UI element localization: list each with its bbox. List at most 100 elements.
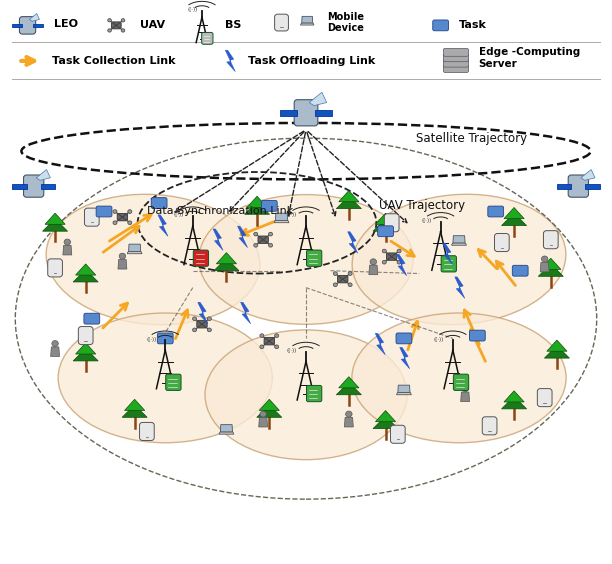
Polygon shape	[41, 183, 55, 189]
FancyBboxPatch shape	[193, 250, 209, 266]
Circle shape	[193, 328, 196, 332]
Polygon shape	[300, 23, 314, 25]
Circle shape	[108, 29, 111, 32]
Polygon shape	[400, 347, 410, 369]
Polygon shape	[122, 405, 147, 417]
Text: BS: BS	[225, 20, 242, 30]
Text: ((·)): ((·))	[434, 337, 444, 342]
Circle shape	[260, 411, 266, 417]
FancyBboxPatch shape	[202, 32, 213, 45]
Ellipse shape	[58, 313, 272, 443]
Circle shape	[121, 19, 125, 22]
Polygon shape	[502, 213, 526, 226]
FancyBboxPatch shape	[443, 59, 469, 67]
Circle shape	[128, 221, 132, 224]
FancyBboxPatch shape	[390, 425, 405, 443]
Text: ((·)): ((·))	[174, 213, 184, 218]
FancyBboxPatch shape	[151, 197, 167, 209]
Text: Data Synchronization Link: Data Synchronization Link	[147, 206, 293, 217]
Text: UAV: UAV	[140, 20, 165, 30]
Polygon shape	[12, 183, 26, 189]
FancyBboxPatch shape	[48, 259, 62, 277]
FancyBboxPatch shape	[443, 49, 469, 56]
Polygon shape	[502, 396, 526, 409]
Polygon shape	[245, 202, 269, 214]
Circle shape	[260, 345, 264, 349]
Circle shape	[113, 221, 117, 224]
Text: Edge -Computing
Server: Edge -Computing Server	[479, 47, 580, 69]
Text: ((·)): ((·))	[146, 337, 157, 342]
Circle shape	[382, 261, 386, 264]
Circle shape	[348, 283, 352, 287]
Polygon shape	[337, 382, 361, 395]
FancyBboxPatch shape	[453, 374, 469, 390]
Polygon shape	[547, 340, 567, 351]
Circle shape	[346, 411, 352, 417]
Polygon shape	[373, 416, 398, 429]
FancyBboxPatch shape	[307, 250, 322, 266]
Polygon shape	[376, 411, 395, 422]
Polygon shape	[339, 377, 359, 388]
Polygon shape	[219, 432, 234, 434]
Polygon shape	[541, 258, 561, 270]
FancyBboxPatch shape	[96, 206, 112, 217]
FancyBboxPatch shape	[197, 320, 207, 328]
Polygon shape	[557, 183, 571, 189]
FancyBboxPatch shape	[23, 175, 44, 197]
FancyBboxPatch shape	[433, 20, 449, 31]
Text: LEO: LEO	[54, 19, 78, 29]
Circle shape	[397, 261, 401, 264]
Text: Task Collection Link: Task Collection Link	[52, 56, 176, 66]
FancyBboxPatch shape	[443, 65, 469, 73]
Circle shape	[193, 317, 196, 320]
Polygon shape	[345, 417, 353, 427]
Circle shape	[121, 29, 125, 32]
Circle shape	[52, 341, 58, 346]
FancyBboxPatch shape	[543, 231, 558, 249]
FancyBboxPatch shape	[387, 253, 397, 261]
Text: UAV Trajectory: UAV Trajectory	[379, 199, 466, 213]
Circle shape	[254, 232, 258, 236]
Circle shape	[254, 244, 258, 247]
Polygon shape	[259, 399, 279, 411]
Polygon shape	[369, 265, 378, 275]
FancyBboxPatch shape	[469, 330, 485, 341]
FancyBboxPatch shape	[157, 333, 173, 344]
Polygon shape	[129, 244, 141, 252]
Polygon shape	[397, 254, 406, 276]
Circle shape	[113, 210, 117, 213]
Polygon shape	[73, 349, 98, 361]
Text: Mobile
Device: Mobile Device	[327, 12, 364, 33]
Polygon shape	[540, 262, 549, 272]
Circle shape	[348, 272, 352, 275]
FancyBboxPatch shape	[537, 389, 552, 407]
FancyBboxPatch shape	[338, 275, 348, 283]
Polygon shape	[158, 215, 168, 236]
FancyBboxPatch shape	[118, 213, 128, 221]
Polygon shape	[237, 226, 247, 248]
Polygon shape	[63, 245, 72, 255]
Text: ((·)): ((·))	[422, 218, 432, 223]
Circle shape	[542, 256, 548, 262]
Polygon shape	[198, 302, 208, 324]
Polygon shape	[247, 196, 267, 208]
Text: Task: Task	[459, 20, 487, 30]
FancyBboxPatch shape	[84, 208, 99, 226]
Polygon shape	[220, 425, 233, 432]
Polygon shape	[504, 208, 524, 219]
Ellipse shape	[199, 195, 413, 324]
FancyBboxPatch shape	[111, 22, 121, 29]
FancyBboxPatch shape	[384, 214, 399, 232]
Text: Task Offloading Link: Task Offloading Link	[248, 56, 375, 66]
Polygon shape	[225, 50, 235, 72]
Polygon shape	[586, 183, 600, 189]
Text: Satellite Trajectory: Satellite Trajectory	[416, 131, 528, 145]
Polygon shape	[398, 385, 410, 393]
Polygon shape	[339, 191, 359, 202]
Polygon shape	[259, 417, 267, 427]
Polygon shape	[302, 16, 313, 23]
Polygon shape	[32, 24, 43, 27]
Polygon shape	[581, 170, 595, 180]
Polygon shape	[36, 170, 50, 180]
Circle shape	[108, 19, 111, 22]
